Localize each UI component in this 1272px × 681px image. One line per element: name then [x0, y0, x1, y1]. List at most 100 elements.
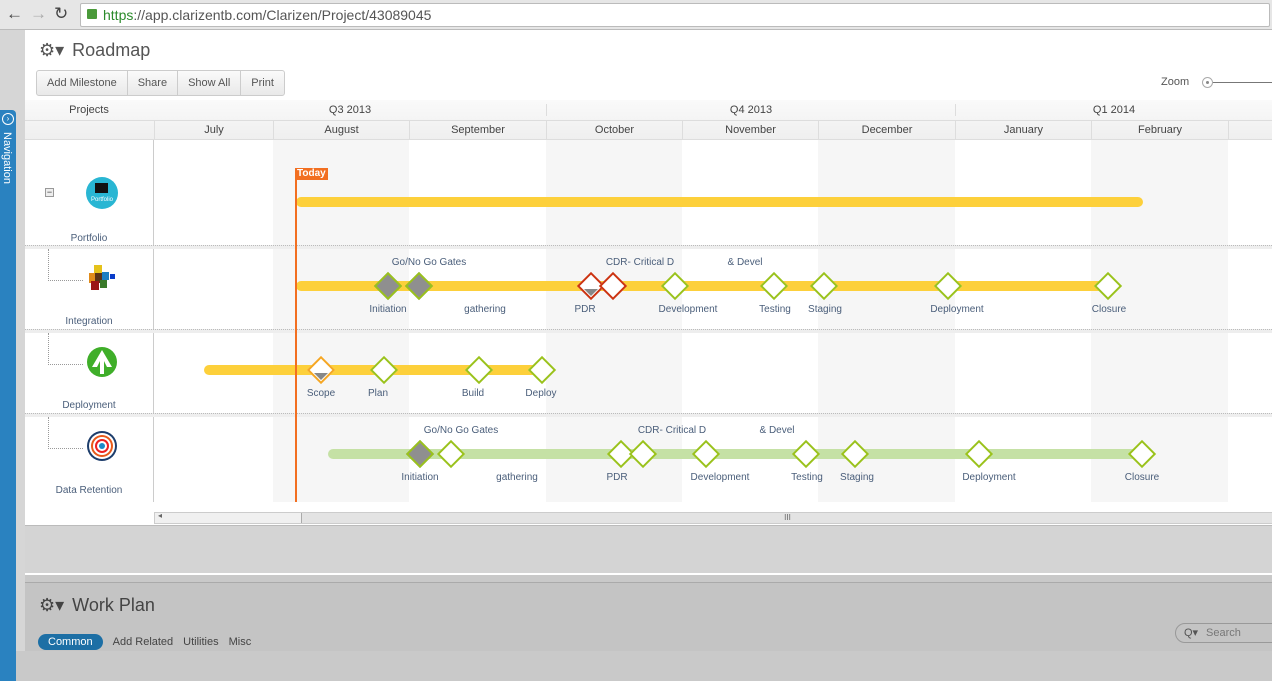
project-bar[interactable] [328, 449, 1142, 459]
milestone-label[interactable]: Plan [367, 388, 389, 399]
lock-icon [87, 9, 97, 19]
milestone-label[interactable]: Development [658, 304, 718, 315]
zoom-label: Zoom [1161, 76, 1190, 88]
svg-text:Portfolio: Portfolio [91, 197, 114, 203]
month-header: September [409, 121, 546, 140]
milestone-label[interactable]: CDR- Critical D [605, 257, 675, 268]
month-header: December [818, 121, 955, 140]
milestone-label[interactable]: Staging [840, 472, 874, 483]
gear-icon[interactable]: ⚙▾ [39, 40, 65, 60]
scroll-thumb[interactable]: III [301, 513, 1272, 523]
quarter-header: Q3 2013 [328, 104, 372, 116]
panel-footer [25, 525, 1272, 573]
tab-add-related[interactable]: Add Related [112, 636, 174, 648]
integration-icon [85, 261, 119, 295]
arrow-circle-icon: › [2, 113, 14, 125]
zoom-slider-handle[interactable] [1202, 77, 1213, 88]
milestone-label[interactable]: Staging [808, 304, 842, 315]
milestone-label[interactable]: Deployment [930, 304, 984, 315]
tree-connector [48, 333, 83, 365]
tab-common[interactable]: Common [38, 634, 103, 650]
tab-misc[interactable]: Misc [228, 636, 252, 648]
milestone-label[interactable]: PDR [606, 472, 628, 483]
month-header: February [1091, 121, 1228, 140]
row-separator [25, 413, 1272, 417]
reload-icon[interactable]: ↻ [54, 4, 69, 23]
milestone-label[interactable]: Development [690, 472, 750, 483]
portfolio-icon: Portfolio [85, 176, 119, 210]
milestone-indicator-icon [584, 289, 598, 296]
project-row: Deployment [25, 333, 1272, 413]
show-all-button[interactable]: Show All [178, 71, 242, 95]
tab-utilities[interactable]: Utilities [183, 636, 219, 648]
today-marker: Today [295, 168, 328, 180]
milestone-label[interactable]: gathering [464, 304, 506, 315]
left-sidebar: › Navigation [0, 30, 25, 681]
milestone-label[interactable]: Deployment [962, 472, 1016, 483]
month-header-empty [1228, 121, 1272, 140]
milestone-label[interactable]: CDR- Critical D [637, 425, 707, 436]
add-milestone-button[interactable]: Add Milestone [37, 71, 128, 95]
row-separator [25, 245, 1272, 249]
search-input[interactable]: Q▾ Search [1175, 623, 1272, 643]
project-name[interactable]: Portfolio [70, 233, 108, 244]
milestone-label[interactable]: & Devel [759, 425, 795, 436]
tree-connector [48, 249, 83, 281]
back-icon[interactable]: ← [6, 4, 23, 23]
header-divider [25, 120, 1272, 121]
milestone-label[interactable]: gathering [496, 472, 538, 483]
search-icon: Q▾ [1184, 627, 1199, 639]
month-header: November [682, 121, 818, 140]
month-header: October [546, 121, 682, 140]
project-bar[interactable] [296, 197, 1143, 207]
roadmap-panel: ⚙▾ Roadmap Add Milestone Share Show All P… [25, 30, 1272, 575]
scroll-left-icon[interactable]: ◂ [158, 511, 163, 520]
navigation-tab[interactable]: › Navigation [0, 110, 16, 681]
milestone-label[interactable]: Scope [306, 388, 336, 399]
row-separator [25, 329, 1272, 333]
milestone-label[interactable]: Go/No Go Gates [423, 425, 499, 436]
milestone-label[interactable]: Build [461, 388, 485, 399]
milestone-label[interactable]: Initiation [401, 472, 439, 483]
roadmap-grid: − Portfolio Portfolio Integration Initiation… [25, 140, 1272, 530]
forward-icon[interactable]: → [30, 4, 47, 23]
share-button[interactable]: Share [128, 71, 179, 95]
milestone-label[interactable]: Closure [1091, 304, 1127, 315]
project-bar[interactable] [296, 281, 1107, 291]
month-header: January [955, 121, 1091, 140]
milestone-label[interactable]: & Devel [727, 257, 763, 268]
quarter-header: Q1 2014 [955, 104, 1272, 116]
address-bar[interactable]: https://app.clarizentb.com/Clarizen/Proj… [80, 3, 1270, 27]
print-button[interactable]: Print [251, 77, 274, 89]
month-header: August [273, 121, 409, 140]
month-header: July [154, 121, 273, 140]
roadmap-toolbar: Add Milestone Share Show All Print [36, 70, 285, 96]
zoom-slider-track[interactable] [1213, 82, 1272, 83]
horizontal-scrollbar[interactable]: ◂ III [154, 511, 1272, 524]
projects-column-divider [153, 140, 154, 502]
milestone-label[interactable]: Testing [791, 472, 823, 483]
project-row: − Portfolio Portfolio [25, 140, 1272, 246]
workplan-title: ⚙▾ Work Plan [39, 595, 155, 615]
workplan-panel: ⚙▾ Work Plan Common Add Related Utilities… [25, 582, 1272, 651]
milestone-indicator-icon [314, 373, 328, 380]
workplan-tabs: Common Add Related Utilities Misc [38, 634, 251, 650]
project-name[interactable]: Data Retention [55, 485, 123, 496]
project-row: Integration [25, 249, 1272, 329]
milestone-label[interactable]: Go/No Go Gates [391, 257, 467, 268]
collapse-icon[interactable]: − [45, 187, 54, 197]
data-retention-icon [85, 429, 119, 463]
gear-icon[interactable]: ⚙▾ [39, 595, 65, 615]
project-name[interactable]: Integration [65, 316, 113, 327]
milestone-label[interactable]: Deploy [525, 388, 557, 399]
today-line [295, 168, 297, 502]
milestone-label[interactable]: Closure [1124, 472, 1160, 483]
deployment-icon [85, 345, 119, 379]
milestone-label[interactable]: Testing [759, 304, 791, 315]
browser-bar: ← → ↻ https://app.clarizentb.com/Clarize… [0, 0, 1272, 30]
roadmap-title: ⚙▾ Roadmap [39, 40, 151, 60]
milestone-label[interactable]: PDR [574, 304, 596, 315]
quarter-header: Q4 2013 [546, 104, 955, 116]
project-name[interactable]: Deployment [62, 400, 116, 411]
milestone-label[interactable]: Initiation [369, 304, 407, 315]
